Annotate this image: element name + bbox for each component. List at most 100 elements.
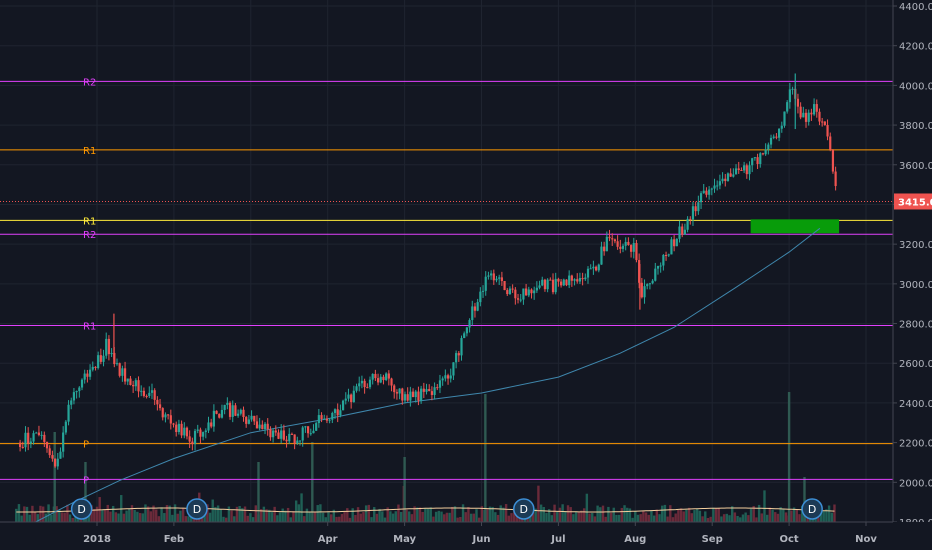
volume-bar (787, 392, 791, 522)
time-tick-label: Jul (550, 534, 565, 545)
candle-body (484, 276, 487, 291)
candle-body (796, 98, 800, 107)
volume-bar (784, 512, 788, 522)
candle-body (325, 418, 329, 421)
candle-body (586, 268, 590, 278)
candle-body (729, 173, 732, 177)
volume-bar (494, 512, 497, 522)
volume-bar (698, 510, 702, 522)
candle-body (272, 430, 275, 438)
volume-bar (623, 505, 626, 522)
volume-bar (335, 516, 338, 522)
candle-body (441, 378, 444, 381)
volume-bar (736, 515, 739, 522)
candle-body (366, 387, 369, 389)
candle-body (199, 429, 202, 437)
volume-bar (685, 509, 688, 522)
volume-bar (830, 512, 833, 522)
candle-body (737, 168, 740, 170)
candle-body (64, 421, 67, 433)
candle-body (333, 409, 337, 413)
volume-bar (720, 516, 723, 522)
volume-bar (17, 504, 21, 522)
candle-body (62, 432, 65, 452)
volume-bar (122, 513, 126, 522)
price-tick-label: 4400.0 (899, 2, 932, 13)
time-tick-label: 2018 (83, 534, 111, 545)
volume-bar (281, 508, 284, 522)
volume-bar (383, 517, 387, 522)
volume-bar (709, 516, 712, 522)
volume-bar (163, 513, 166, 522)
candle-body (45, 441, 49, 449)
volume-bar (488, 506, 492, 522)
candle-body (306, 426, 310, 434)
volume-bar (289, 517, 292, 522)
price-tick-label: 4200.0 (899, 42, 932, 53)
volume-bar (47, 504, 50, 522)
volume-bar (529, 513, 532, 522)
candle-body (829, 136, 832, 150)
candle-body (807, 112, 810, 122)
volume-bar (235, 506, 239, 522)
volume-bar (609, 512, 613, 522)
candle-body (417, 391, 420, 401)
dividend-marker[interactable] (70, 498, 93, 520)
price-axis-panel[interactable] (893, 0, 932, 522)
candle-body (452, 362, 455, 376)
volume-bar (391, 513, 395, 522)
candle-body (629, 245, 633, 252)
candle-body (713, 185, 716, 189)
candle-body (708, 189, 711, 195)
candle-body (683, 229, 687, 235)
candle-body (153, 390, 156, 400)
volume-bar (502, 507, 505, 522)
price-tick-label: 3600.0 (899, 161, 932, 172)
volume-bar (101, 510, 104, 522)
volume-bar (389, 511, 392, 522)
candle-body (290, 433, 294, 435)
volume-bar (542, 507, 545, 522)
candle-body (183, 427, 186, 436)
dividend-marker[interactable] (801, 498, 823, 520)
candle-body (282, 430, 285, 440)
candle-body (67, 404, 70, 422)
candle-body (597, 264, 600, 271)
volume-bar (176, 513, 179, 522)
candle-body (247, 419, 250, 424)
candle-body (145, 395, 148, 397)
candle-body (425, 389, 428, 392)
volume-bar (343, 511, 346, 522)
time-axis-panel[interactable] (0, 522, 932, 550)
candle-body (253, 415, 256, 422)
volume-bar (464, 512, 467, 522)
volume-bar (378, 508, 381, 522)
dividend-marker[interactable] (513, 498, 535, 520)
moving-average-line (27, 227, 821, 527)
volume-bar (599, 507, 602, 522)
volume-bar (677, 509, 680, 522)
candle-body (756, 157, 759, 165)
volume-bar (58, 509, 61, 522)
volume-bar (257, 462, 260, 522)
candle-body (662, 255, 665, 266)
candle-body (358, 383, 361, 387)
dividend-marker[interactable] (186, 498, 208, 520)
candle-body (500, 277, 503, 282)
candle-body (573, 279, 576, 281)
volume-bar (636, 514, 640, 522)
candle-body (210, 422, 213, 427)
candle-body (823, 121, 826, 126)
volume-bar (63, 512, 66, 522)
candle-body (32, 433, 35, 442)
candle-body (799, 106, 802, 118)
time-tick-label: Feb (164, 534, 184, 545)
candle-body (678, 226, 681, 239)
candle-body (438, 380, 442, 388)
volume-bar (666, 516, 669, 522)
volume-bar (693, 510, 696, 522)
volume-bar (445, 512, 449, 522)
candle-body (670, 239, 673, 255)
candle-body (137, 380, 140, 392)
